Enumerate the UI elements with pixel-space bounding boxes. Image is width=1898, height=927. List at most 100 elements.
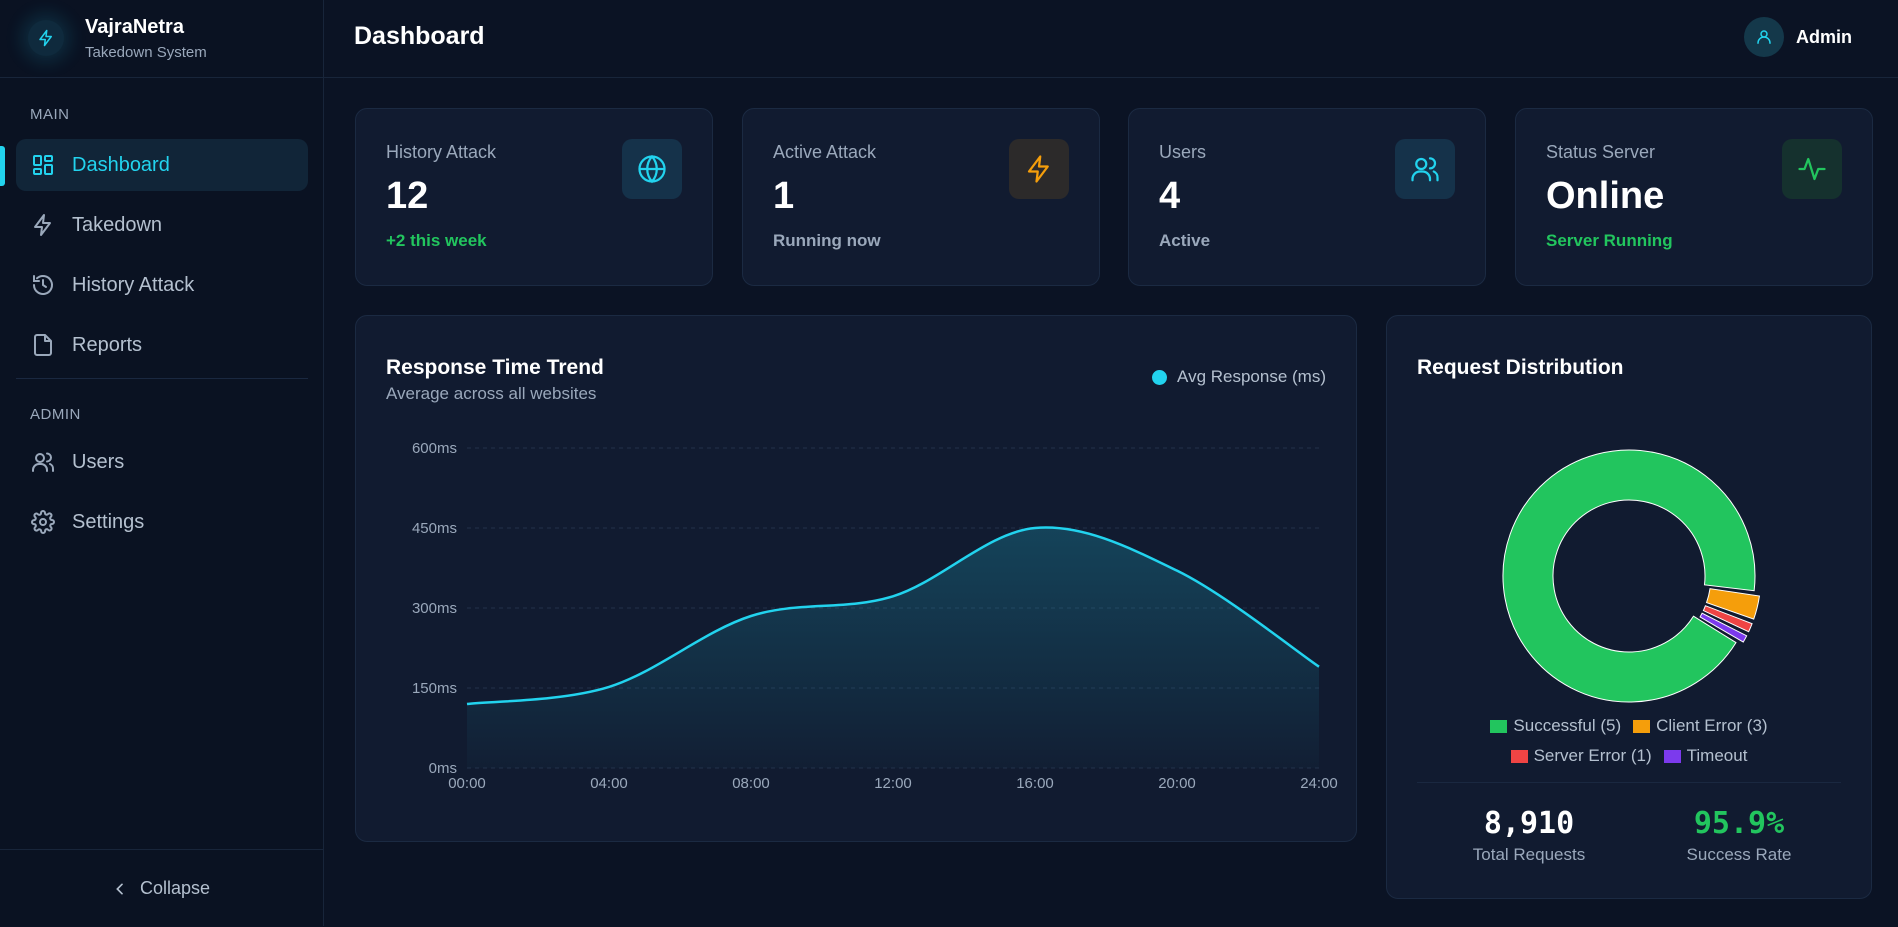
sidebar-item-label: Settings bbox=[72, 510, 145, 533]
brand-subtitle: Takedown System bbox=[85, 44, 207, 61]
users-icon bbox=[30, 449, 56, 475]
sidebar-item-users[interactable]: Users bbox=[16, 436, 308, 488]
collapse-area: Collapse bbox=[0, 849, 323, 927]
stat-label: Status Server bbox=[1546, 142, 1656, 162]
y-tick-label: 150ms bbox=[412, 680, 457, 697]
metric-label: Total Requests bbox=[1472, 845, 1586, 864]
legend-label: Server Error (1) bbox=[1533, 746, 1652, 765]
legend-swatch bbox=[1152, 369, 1168, 385]
area-fill bbox=[467, 527, 1319, 768]
sidebar-item-takedown[interactable]: Takedown bbox=[16, 199, 308, 251]
stat-card-active-attack: Active Attack 1 Running now bbox=[742, 108, 1100, 286]
stat-value: Online bbox=[1546, 175, 1665, 217]
metric-success-rate: 95.9% Success Rate bbox=[1639, 806, 1839, 865]
stat-sub: +2 this week bbox=[386, 231, 487, 250]
legend-item-timeout[interactable]: Timeout bbox=[1663, 746, 1748, 766]
stat-card-status-server: Status Server Online Server Running bbox=[1515, 108, 1873, 286]
file-icon bbox=[30, 332, 56, 358]
sidebar-item-label: Takedown bbox=[72, 213, 163, 236]
x-tick-label: 04:00 bbox=[590, 775, 628, 792]
y-tick-label: 0ms bbox=[429, 760, 457, 777]
donut-slice-client-error[interactable] bbox=[1705, 588, 1761, 620]
lightning-icon bbox=[1009, 139, 1069, 199]
section-title-admin: ADMIN bbox=[30, 406, 81, 423]
lightning-icon bbox=[30, 212, 56, 238]
brand: VajraNetra Takedown System bbox=[0, 0, 323, 78]
active-indicator bbox=[0, 146, 5, 186]
sidebar-item-label: Reports bbox=[72, 333, 143, 356]
sidebar-item-label: Dashboard bbox=[72, 153, 170, 176]
x-tick-label: 20:00 bbox=[1158, 775, 1196, 792]
sidebar-item-label: Users bbox=[72, 450, 125, 473]
y-tick-label: 300ms bbox=[412, 600, 457, 617]
distribution-title: Request Distribution bbox=[1417, 356, 1624, 379]
chart-subtitle: Average across all websites bbox=[386, 384, 597, 403]
stat-label: Active Attack bbox=[773, 142, 877, 162]
stat-value: 1 bbox=[773, 175, 795, 217]
sidebar-item-history-attack[interactable]: History Attack bbox=[16, 259, 308, 311]
stat-label: History Attack bbox=[386, 142, 497, 162]
donut-legend-row-2: Server Error (1) Timeout bbox=[1387, 746, 1871, 766]
sidebar: VajraNetra Takedown System MAIN Dashboar… bbox=[0, 0, 324, 926]
legend-item-successful[interactable]: Successful (5) bbox=[1490, 716, 1621, 736]
user-menu[interactable]: Admin bbox=[1744, 17, 1852, 57]
header: Dashboard Admin bbox=[324, 0, 1898, 78]
globe-icon bbox=[622, 139, 682, 199]
metric-value: 95.9% bbox=[1693, 806, 1785, 841]
legend-item-client-error[interactable]: Client Error (3) bbox=[1633, 716, 1768, 736]
y-tick-label: 600ms bbox=[412, 440, 457, 457]
request-distribution-donut bbox=[1502, 449, 1761, 703]
x-tick-label: 12:00 bbox=[874, 775, 912, 792]
dashboard-icon bbox=[30, 152, 56, 178]
metrics-divider bbox=[1417, 782, 1841, 783]
section-title-main: MAIN bbox=[30, 106, 70, 123]
chart-legend[interactable]: Avg Response (ms) bbox=[1152, 367, 1326, 387]
brand-name: VajraNetra bbox=[85, 16, 184, 38]
stat-sub: Server Running bbox=[1546, 231, 1673, 250]
x-tick-label: 00:00 bbox=[448, 775, 486, 792]
x-tick-label: 16:00 bbox=[1016, 775, 1054, 792]
sidebar-item-settings[interactable]: Settings bbox=[16, 496, 308, 548]
donut-slice-successful[interactable] bbox=[1502, 449, 1756, 703]
gear-icon bbox=[30, 509, 56, 535]
stat-value: 12 bbox=[386, 175, 429, 217]
legend-swatch bbox=[1663, 749, 1681, 763]
activity-icon bbox=[1782, 139, 1842, 199]
history-icon bbox=[30, 272, 56, 298]
legend-swatch bbox=[1510, 749, 1528, 763]
stat-card-history-attack: History Attack 12 +2 this week bbox=[355, 108, 713, 286]
legend-label: Avg Response (ms) bbox=[1177, 367, 1326, 386]
response-time-chart: 0ms 150ms 300ms 450ms 600ms 00:00 04:00 08:00 12… bbox=[412, 440, 1338, 792]
response-time-card: Response Time Trend Average across all w… bbox=[355, 315, 1357, 842]
sidebar-item-label: History Attack bbox=[72, 273, 195, 296]
request-distribution-card: Request Distribution Successful (5) Clie… bbox=[1386, 315, 1872, 899]
donut-slice-timeout[interactable] bbox=[1699, 612, 1748, 643]
x-tick-label: 24:00 bbox=[1300, 775, 1338, 792]
legend-swatch bbox=[1490, 719, 1508, 733]
legend-label: Client Error (3) bbox=[1656, 716, 1768, 735]
series-line bbox=[466, 526, 1320, 706]
avatar bbox=[1744, 17, 1784, 57]
legend-label: Timeout bbox=[1686, 746, 1748, 765]
metric-total-requests: 8,910 Total Requests bbox=[1429, 806, 1629, 865]
donut-slice-server-error[interactable] bbox=[1702, 605, 1753, 633]
page-title: Dashboard bbox=[354, 22, 485, 50]
chevron-left-icon bbox=[116, 883, 123, 894]
x-tick-label: 08:00 bbox=[732, 775, 770, 792]
legend-item-server-error[interactable]: Server Error (1) bbox=[1510, 746, 1652, 766]
user-icon bbox=[1757, 30, 1771, 44]
donut-legend-row-1: Successful (5) Client Error (3) bbox=[1387, 716, 1871, 736]
collapse-button[interactable]: Collapse bbox=[112, 878, 210, 899]
stat-label: Users bbox=[1159, 142, 1207, 162]
stat-sub: Running now bbox=[773, 231, 881, 250]
sidebar-item-dashboard[interactable]: Dashboard bbox=[16, 139, 308, 191]
y-tick-label: 450ms bbox=[412, 520, 457, 537]
brand-logo bbox=[28, 20, 64, 56]
sidebar-item-reports[interactable]: Reports bbox=[16, 319, 308, 371]
metric-value: 8,910 bbox=[1483, 806, 1575, 841]
stat-sub: Active bbox=[1159, 231, 1211, 250]
user-name: Admin bbox=[1796, 26, 1852, 47]
users-icon bbox=[1395, 139, 1455, 199]
chart-title: Response Time Trend bbox=[386, 356, 604, 379]
collapse-label: Collapse bbox=[140, 878, 211, 898]
